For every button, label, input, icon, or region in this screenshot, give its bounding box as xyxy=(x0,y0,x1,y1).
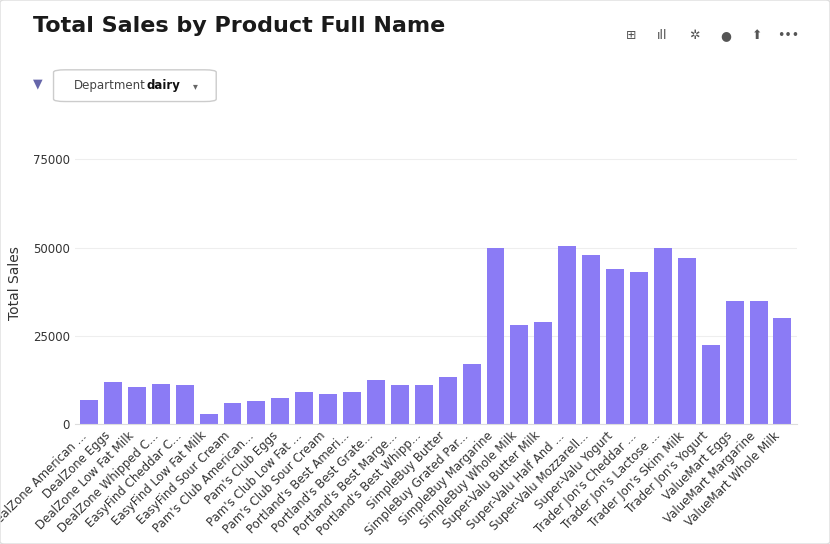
Bar xyxy=(774,318,792,424)
Bar xyxy=(606,269,624,424)
Bar xyxy=(271,398,290,424)
Bar xyxy=(367,380,385,424)
Text: ✲: ✲ xyxy=(689,29,699,42)
Bar xyxy=(678,258,696,424)
Bar xyxy=(176,385,193,424)
Text: ıll: ıll xyxy=(657,29,667,42)
Bar xyxy=(701,345,720,424)
Text: ●: ● xyxy=(720,29,731,42)
Text: Total Sales by Product Full Name: Total Sales by Product Full Name xyxy=(33,16,446,36)
Bar xyxy=(80,399,98,424)
Bar xyxy=(223,403,242,424)
Bar xyxy=(391,385,409,424)
Bar xyxy=(462,364,481,424)
Text: ▼: ▼ xyxy=(33,78,43,91)
Bar xyxy=(535,322,552,424)
Bar xyxy=(749,300,768,424)
Bar xyxy=(725,300,744,424)
Bar xyxy=(295,393,313,424)
Bar xyxy=(439,376,456,424)
FancyBboxPatch shape xyxy=(53,70,216,102)
Y-axis label: Total Sales: Total Sales xyxy=(7,246,22,320)
Bar xyxy=(343,393,361,424)
Bar xyxy=(247,401,266,424)
Bar xyxy=(630,272,648,424)
Bar xyxy=(415,385,432,424)
Bar xyxy=(152,384,170,424)
Bar xyxy=(486,248,505,424)
Bar xyxy=(320,394,337,424)
Text: ▾: ▾ xyxy=(193,81,198,91)
Text: •••: ••• xyxy=(778,29,799,42)
Bar xyxy=(128,387,146,424)
Text: ⬆: ⬆ xyxy=(752,29,762,42)
Text: dairy: dairy xyxy=(146,79,180,92)
Bar xyxy=(510,325,529,424)
Bar xyxy=(200,413,217,424)
Bar xyxy=(654,248,671,424)
Text: ⊞: ⊞ xyxy=(626,29,636,42)
Text: Department: Department xyxy=(74,79,146,92)
Bar xyxy=(104,382,122,424)
Bar xyxy=(582,255,600,424)
Bar xyxy=(559,246,576,424)
